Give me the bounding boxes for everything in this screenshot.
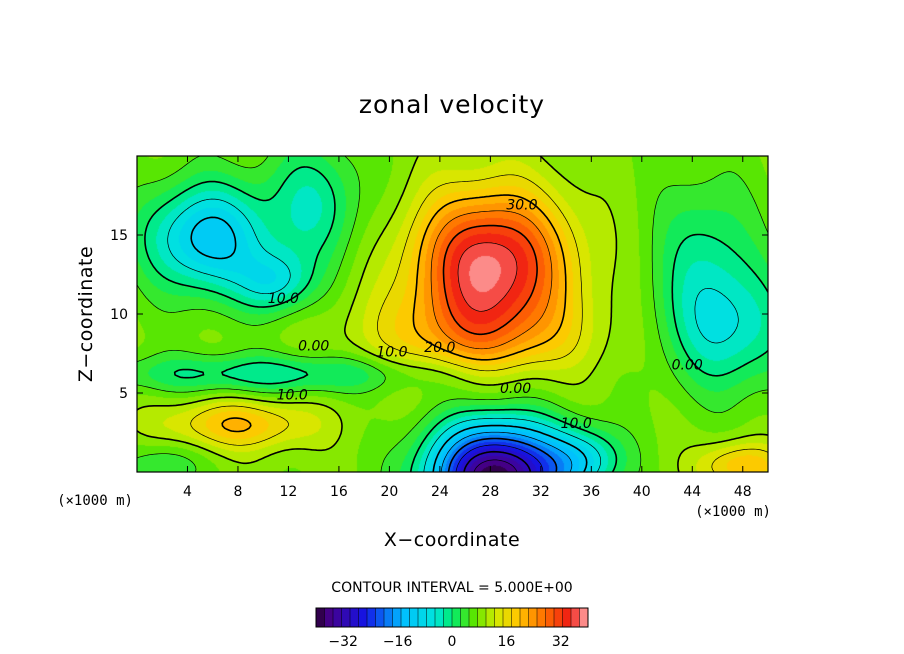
colorbar-cell (528, 608, 538, 627)
y-tick-label: 5 (119, 386, 128, 402)
x-unit-left: (×1000 m) (57, 493, 133, 509)
contour-level-line (137, 156, 768, 472)
y-tick-label: 10 (110, 307, 128, 323)
x-tick-label: 4 (183, 484, 192, 500)
contour-level-line (455, 444, 544, 472)
x-tick-label: 16 (330, 484, 348, 500)
y-axis-title: Z−coordinate (75, 246, 97, 382)
colorbar-cell (392, 608, 402, 627)
colorbar-cell (469, 608, 478, 627)
colorbar-cell (316, 608, 325, 627)
colorbar-cell (426, 608, 436, 627)
colorbar-cell (477, 608, 487, 627)
colorbar-cell (384, 608, 393, 627)
contour-level-line (442, 224, 538, 336)
contour-labels: 30.0 20.0 10.0 10.0 0.00 10.0 0.00 10.0 0.00 (268, 198, 703, 432)
contour-level-line (190, 216, 588, 472)
colorbar-cell (333, 608, 342, 627)
colorbar-cell (486, 608, 495, 627)
colorbar-cell (401, 608, 410, 627)
x-unit-right: (×1000 m) (695, 504, 771, 520)
contour-interval-label: CONTOUR INTERVAL = 5.000E+00 (331, 580, 572, 596)
contour-label: 0.00 (298, 338, 329, 354)
colorbar-cell (537, 608, 546, 627)
x-axis-title: X−coordinate (384, 529, 520, 551)
contour-label: 30.0 (506, 198, 537, 214)
colorbar-ticks: −32 −16 0 16 32 (328, 634, 569, 650)
x-tick-label: 36 (582, 484, 600, 500)
contour-lines (137, 156, 768, 472)
colorbar-frame (315, 607, 589, 628)
colorbar (315, 607, 589, 628)
colorbar-cell (358, 608, 368, 627)
colorbar-tick-label: 32 (552, 634, 570, 650)
contour-label: 10.0 (376, 345, 407, 361)
contour-level-line (430, 210, 553, 350)
colorbar-cell (579, 608, 589, 627)
contour-level-line (137, 156, 768, 472)
colorbar-cell (350, 608, 359, 627)
contour-level-line (144, 166, 768, 472)
colorbar-cell (503, 608, 512, 627)
colorbar-cell (571, 608, 580, 627)
colorbar-cell (562, 608, 572, 627)
x-tick-label: 8 (233, 484, 242, 500)
colorbar-cell (409, 608, 419, 627)
contour-level-line (167, 198, 739, 472)
contour-label: 10.0 (561, 416, 592, 432)
colorbar-cell (460, 608, 470, 627)
colorbar-cell (545, 608, 555, 627)
x-tick-label: 28 (481, 484, 499, 500)
colorbar-cell (418, 608, 427, 627)
colorbar-cell (375, 608, 385, 627)
x-tick-label: 44 (683, 484, 701, 500)
contour-label: 0.00 (672, 357, 703, 373)
contour-level-line (463, 450, 532, 472)
colorbar-cell (324, 608, 334, 627)
contour-label: 10.0 (268, 291, 299, 307)
colorbar-tick-label: −32 (328, 634, 358, 650)
contour-label: 0.00 (500, 381, 531, 397)
contour-label: 10.0 (277, 387, 308, 403)
colorbar-tick-label: −16 (383, 634, 413, 650)
x-tick-label: 32 (532, 484, 550, 500)
y-tick-label: 15 (110, 228, 128, 244)
x-axis-ticks: 4 8 12 16 20 24 28 32 36 40 44 48 (183, 156, 752, 500)
y-axis-ticks: 5 10 15 (110, 228, 768, 402)
colorbar-cell (443, 608, 453, 627)
plot-area: 30.0 20.0 10.0 10.0 0.00 10.0 0.00 10.0 0.00 (136, 155, 769, 473)
contour-level-line (447, 437, 558, 472)
contour-level-line (221, 194, 567, 433)
contour-level-line (190, 174, 768, 472)
colorbar-tick-label: 16 (497, 634, 515, 650)
x-tick-label: 24 (431, 484, 449, 500)
colorbar-cell (367, 608, 376, 627)
colorbar-cell (520, 608, 529, 627)
x-tick-label: 48 (734, 484, 752, 500)
contour-label: 20.0 (424, 340, 455, 356)
x-tick-label: 12 (280, 484, 298, 500)
colorbar-cell (452, 608, 461, 627)
x-tick-label: 40 (633, 484, 651, 500)
contour-level-line (457, 242, 518, 312)
x-tick-label: 20 (380, 484, 398, 500)
colorbar-cell (494, 608, 504, 627)
colorbar-cell (511, 608, 521, 627)
colorbar-cell (341, 608, 351, 627)
contour-level-line (440, 431, 573, 472)
colorbar-cell (554, 608, 563, 627)
chart-title: zonal velocity (359, 90, 545, 119)
colorbar-tick-label: 0 (448, 634, 457, 650)
colorbar-cell (435, 608, 444, 627)
